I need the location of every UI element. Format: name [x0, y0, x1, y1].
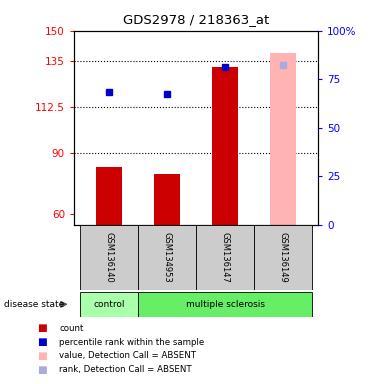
Text: rank, Detection Call = ABSENT: rank, Detection Call = ABSENT — [59, 365, 192, 374]
Bar — [80, 292, 138, 317]
Text: ■: ■ — [37, 365, 47, 375]
Bar — [212, 68, 238, 225]
Text: ■: ■ — [37, 351, 47, 361]
Text: GSM134953: GSM134953 — [162, 232, 172, 283]
Bar — [138, 292, 312, 317]
Bar — [254, 225, 312, 290]
Text: GSM136140: GSM136140 — [104, 232, 113, 283]
Text: ■: ■ — [37, 337, 47, 347]
Bar — [96, 167, 122, 225]
Text: GSM136147: GSM136147 — [221, 232, 230, 283]
Text: control: control — [93, 300, 125, 309]
Text: multiple sclerosis: multiple sclerosis — [186, 300, 265, 309]
Text: count: count — [59, 324, 84, 333]
Text: value, Detection Call = ABSENT: value, Detection Call = ABSENT — [59, 351, 196, 361]
Text: ■: ■ — [37, 323, 47, 333]
Text: percentile rank within the sample: percentile rank within the sample — [59, 338, 205, 347]
Bar — [196, 225, 254, 290]
Bar — [270, 53, 296, 225]
Bar — [138, 225, 196, 290]
Text: GDS2978 / 218363_at: GDS2978 / 218363_at — [123, 13, 269, 26]
Text: GSM136149: GSM136149 — [279, 232, 288, 283]
Text: disease state: disease state — [4, 300, 64, 309]
Bar — [154, 174, 180, 225]
Bar — [80, 225, 138, 290]
